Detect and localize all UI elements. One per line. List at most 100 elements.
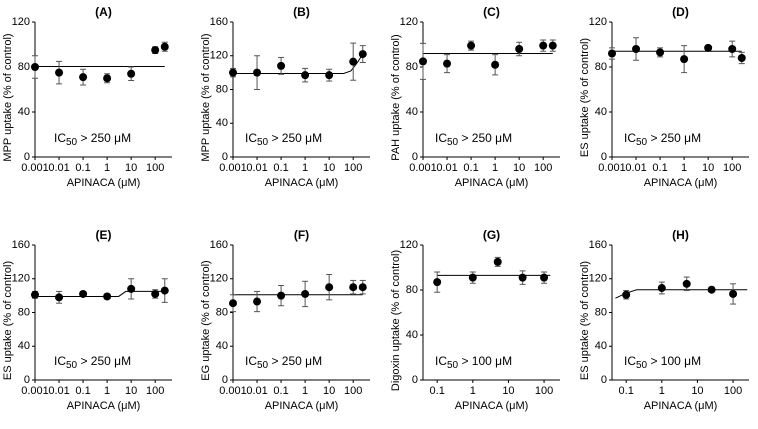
annotation-subscript: 50	[66, 360, 78, 371]
x-tick-label: 0.001	[219, 162, 247, 174]
x-tick-label: 10	[323, 162, 335, 174]
panel: (C) 0 40 80 120 0.001 0.01 0.1 1 10 100 APINACA (μM…	[390, 5, 560, 189]
x-tick-label: 10	[513, 162, 525, 174]
x-axis-label: APINACA (μM)	[455, 400, 529, 412]
annotation: IC50 > 100 μM	[624, 354, 701, 370]
data-point	[301, 289, 310, 298]
y-tick-label: 40	[18, 340, 30, 352]
x-axis-label: APINACA (μM)	[644, 177, 718, 189]
y-tick-label: 0	[412, 374, 418, 386]
panel: (G) 0 40 80 120 0.1 1 10 100 APINACA (μM) Digoxin …	[390, 228, 560, 412]
y-axis-label: ES uptake (% of control)	[579, 38, 591, 157]
y-tick-label: 40	[406, 106, 418, 118]
data-point	[253, 68, 262, 77]
x-tick-label: 0.1	[75, 162, 90, 174]
data-point	[127, 69, 136, 78]
data-point	[433, 278, 442, 287]
annotation-text: > 100 μM	[647, 354, 701, 368]
panel-title: (D)	[672, 5, 689, 19]
annotation-text: IC	[54, 354, 66, 368]
x-tick-label: 10	[702, 162, 714, 174]
annotation: IC50 > 250 μM	[54, 131, 131, 147]
y-tick-label: 160	[210, 239, 228, 251]
y-tick-label: 40	[216, 340, 228, 352]
y-tick-label: 80	[18, 306, 30, 318]
panel-title: (C)	[483, 5, 500, 19]
panel: (A) 0 40 80 120 0.001 0.01 0.1 1 10 100 APINACA (μM…	[2, 5, 172, 189]
x-tick-label: 0.01	[625, 162, 646, 174]
x-tick-label: 0.01	[436, 162, 457, 174]
y-tick-label: 40	[18, 106, 30, 118]
data-point	[548, 41, 557, 50]
x-tick-label: 100	[535, 385, 553, 397]
annotation: IC50 > 250 μM	[245, 131, 322, 147]
annotation-text: > 250 μM	[77, 131, 131, 145]
x-axis-label: APINACA (μM)	[265, 400, 339, 412]
x-tick-label: 100	[146, 385, 164, 397]
data-point	[608, 49, 616, 58]
y-axis-label: MPP uptake (% of control)	[2, 33, 14, 161]
annotation: IC50 > 250 μM	[624, 131, 701, 147]
y-tick-label: 80	[406, 61, 418, 73]
y-axis-label: Digoxin uptake (% of control)	[390, 250, 402, 391]
data-point	[277, 291, 286, 300]
annotation: IC50 > 250 μM	[54, 354, 131, 370]
panel-title: (G)	[483, 228, 500, 242]
annotation: IC50 > 250 μM	[245, 354, 322, 370]
y-axis-label: ES uptake (% of control)	[2, 261, 14, 380]
x-tick-label: 0.1	[430, 385, 445, 397]
annotation-text: > 250 μM	[77, 354, 131, 368]
annotation-text: > 100 μM	[458, 354, 512, 368]
annotation-text: IC	[245, 131, 257, 145]
y-tick-label: 0	[222, 151, 228, 163]
y-tick-label: 0	[412, 151, 418, 163]
annotation-subscript: 50	[257, 360, 269, 371]
annotation: IC50 > 100 μM	[435, 354, 512, 370]
y-axis-label: ES uptake (% of control)	[579, 261, 591, 380]
y-tick-label: 80	[216, 83, 228, 95]
x-tick-label: 0.01	[48, 385, 69, 397]
x-tick-label: 1	[492, 162, 498, 174]
annotation-subscript: 50	[636, 137, 648, 148]
data-point	[657, 284, 666, 293]
panel: (F) 0 40 80 120 160 0.001 0.01 0.1 1 10 100 APINACA …	[200, 228, 370, 412]
x-tick-label: 0.1	[75, 385, 90, 397]
x-tick-label: 0.001	[21, 385, 49, 397]
data-point	[79, 289, 88, 298]
panel: (D) 0 40 80 120 0.001 0.01 0.1 1 10 100 APINACA (μM…	[579, 5, 749, 189]
y-tick-label: 160	[12, 239, 30, 251]
x-tick-label: 1	[104, 162, 110, 174]
data-point	[79, 73, 88, 82]
data-point	[127, 284, 136, 293]
y-tick-label: 80	[406, 284, 418, 296]
y-tick-label: 120	[210, 50, 228, 62]
y-tick-label: 120	[589, 16, 607, 28]
data-point	[358, 50, 367, 59]
x-tick-label: 1	[681, 162, 687, 174]
data-point	[491, 60, 500, 69]
data-point	[151, 289, 160, 298]
data-point	[55, 293, 64, 302]
data-point	[680, 55, 689, 64]
data-point	[632, 45, 641, 53]
x-tick-label: 0.1	[652, 162, 667, 174]
data-point	[443, 59, 452, 68]
x-tick-label: 100	[146, 162, 164, 174]
x-tick-label: 0.001	[219, 385, 247, 397]
annotation: IC50 > 250 μM	[435, 131, 512, 147]
data-point	[349, 283, 358, 292]
annotation-subscript: 50	[447, 137, 459, 148]
data-point	[622, 290, 631, 299]
y-tick-label: 80	[595, 306, 607, 318]
panel-title: (B)	[293, 5, 310, 19]
panel: (E) 0 40 80 120 160 0.001 0.01 0.1 1 10 100 APINACA …	[2, 228, 172, 412]
data-point	[151, 46, 160, 55]
annotation-text: IC	[245, 354, 257, 368]
data-point	[656, 48, 665, 57]
y-tick-label: 40	[216, 117, 228, 129]
y-tick-label: 40	[595, 340, 607, 352]
data-point	[229, 68, 237, 77]
y-tick-label: 80	[216, 306, 228, 318]
x-tick-label: 1	[659, 385, 665, 397]
y-tick-label: 0	[601, 151, 607, 163]
